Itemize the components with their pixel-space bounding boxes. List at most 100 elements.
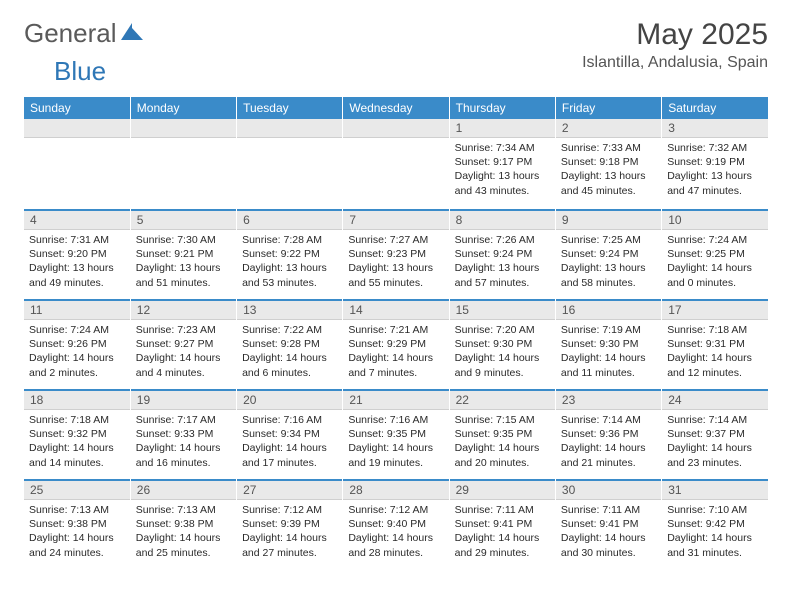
- calendar-row: 11Sunrise: 7:24 AMSunset: 9:26 PMDayligh…: [24, 299, 768, 389]
- day-info: Sunrise: 7:20 AMSunset: 9:30 PMDaylight:…: [450, 320, 555, 383]
- calendar-cell: 28Sunrise: 7:12 AMSunset: 9:40 PMDayligh…: [343, 479, 449, 569]
- calendar-table: SundayMondayTuesdayWednesdayThursdayFrid…: [24, 97, 768, 569]
- calendar-cell: 7Sunrise: 7:27 AMSunset: 9:23 PMDaylight…: [343, 209, 449, 299]
- day-number: 7: [343, 209, 448, 230]
- calendar-cell: [24, 119, 130, 209]
- day-info: Sunrise: 7:32 AMSunset: 9:19 PMDaylight:…: [662, 138, 768, 201]
- day-info: Sunrise: 7:18 AMSunset: 9:31 PMDaylight:…: [662, 320, 768, 383]
- day-number: 27: [237, 479, 342, 500]
- weekday-header: Thursday: [449, 97, 555, 119]
- day-number: 14: [343, 299, 448, 320]
- day-number: 17: [662, 299, 768, 320]
- weekday-header: Sunday: [24, 97, 130, 119]
- day-info: Sunrise: 7:13 AMSunset: 9:38 PMDaylight:…: [24, 500, 130, 563]
- calendar-cell: 26Sunrise: 7:13 AMSunset: 9:38 PMDayligh…: [130, 479, 236, 569]
- weekday-header: Saturday: [662, 97, 768, 119]
- calendar-cell: 21Sunrise: 7:16 AMSunset: 9:35 PMDayligh…: [343, 389, 449, 479]
- day-info: Sunrise: 7:16 AMSunset: 9:34 PMDaylight:…: [237, 410, 342, 473]
- page-subtitle: Islantilla, Andalusia, Spain: [582, 54, 768, 72]
- calendar-cell: 5Sunrise: 7:30 AMSunset: 9:21 PMDaylight…: [130, 209, 236, 299]
- calendar-cell: 12Sunrise: 7:23 AMSunset: 9:27 PMDayligh…: [130, 299, 236, 389]
- calendar-row: 18Sunrise: 7:18 AMSunset: 9:32 PMDayligh…: [24, 389, 768, 479]
- day-number: 30: [556, 479, 661, 500]
- calendar-cell: [343, 119, 449, 209]
- logo-text-general: General: [24, 18, 117, 49]
- calendar-cell: 30Sunrise: 7:11 AMSunset: 9:41 PMDayligh…: [555, 479, 661, 569]
- logo: General: [24, 18, 145, 49]
- day-number: 9: [556, 209, 661, 230]
- day-number-empty: [131, 119, 236, 138]
- calendar-cell: [237, 119, 343, 209]
- day-number: 29: [450, 479, 555, 500]
- calendar-cell: [130, 119, 236, 209]
- day-info: Sunrise: 7:11 AMSunset: 9:41 PMDaylight:…: [450, 500, 555, 563]
- calendar-cell: 27Sunrise: 7:12 AMSunset: 9:39 PMDayligh…: [237, 479, 343, 569]
- day-info: Sunrise: 7:27 AMSunset: 9:23 PMDaylight:…: [343, 230, 448, 293]
- calendar-cell: 18Sunrise: 7:18 AMSunset: 9:32 PMDayligh…: [24, 389, 130, 479]
- day-number: 6: [237, 209, 342, 230]
- page-title: May 2025: [582, 18, 768, 52]
- day-number: 23: [556, 389, 661, 410]
- day-info: Sunrise: 7:14 AMSunset: 9:37 PMDaylight:…: [662, 410, 768, 473]
- day-info: Sunrise: 7:33 AMSunset: 9:18 PMDaylight:…: [556, 138, 661, 201]
- day-info: Sunrise: 7:19 AMSunset: 9:30 PMDaylight:…: [556, 320, 661, 383]
- weekday-header: Tuesday: [237, 97, 343, 119]
- day-number: 3: [662, 119, 768, 138]
- calendar-cell: 15Sunrise: 7:20 AMSunset: 9:30 PMDayligh…: [449, 299, 555, 389]
- day-number: 26: [131, 479, 236, 500]
- day-number: 31: [662, 479, 768, 500]
- calendar-cell: 1Sunrise: 7:34 AMSunset: 9:17 PMDaylight…: [449, 119, 555, 209]
- day-number: 28: [343, 479, 448, 500]
- calendar-body: 1Sunrise: 7:34 AMSunset: 9:17 PMDaylight…: [24, 119, 768, 569]
- calendar-cell: 6Sunrise: 7:28 AMSunset: 9:22 PMDaylight…: [237, 209, 343, 299]
- calendar-cell: 25Sunrise: 7:13 AMSunset: 9:38 PMDayligh…: [24, 479, 130, 569]
- day-info: Sunrise: 7:12 AMSunset: 9:40 PMDaylight:…: [343, 500, 448, 563]
- title-block: May 2025 Islantilla, Andalusia, Spain: [582, 18, 768, 72]
- day-info: Sunrise: 7:31 AMSunset: 9:20 PMDaylight:…: [24, 230, 130, 293]
- day-info: Sunrise: 7:13 AMSunset: 9:38 PMDaylight:…: [131, 500, 236, 563]
- logo-mark-icon: [121, 22, 143, 45]
- calendar-cell: 2Sunrise: 7:33 AMSunset: 9:18 PMDaylight…: [555, 119, 661, 209]
- day-number: 5: [131, 209, 236, 230]
- calendar-cell: 24Sunrise: 7:14 AMSunset: 9:37 PMDayligh…: [662, 389, 768, 479]
- day-info: Sunrise: 7:15 AMSunset: 9:35 PMDaylight:…: [450, 410, 555, 473]
- calendar-cell: 19Sunrise: 7:17 AMSunset: 9:33 PMDayligh…: [130, 389, 236, 479]
- calendar-cell: 8Sunrise: 7:26 AMSunset: 9:24 PMDaylight…: [449, 209, 555, 299]
- day-number: 25: [24, 479, 130, 500]
- calendar-cell: 11Sunrise: 7:24 AMSunset: 9:26 PMDayligh…: [24, 299, 130, 389]
- day-info: Sunrise: 7:12 AMSunset: 9:39 PMDaylight:…: [237, 500, 342, 563]
- day-info: Sunrise: 7:10 AMSunset: 9:42 PMDaylight:…: [662, 500, 768, 563]
- calendar-cell: 22Sunrise: 7:15 AMSunset: 9:35 PMDayligh…: [449, 389, 555, 479]
- day-number: 22: [450, 389, 555, 410]
- day-number: 10: [662, 209, 768, 230]
- day-info: Sunrise: 7:34 AMSunset: 9:17 PMDaylight:…: [450, 138, 555, 201]
- day-info: Sunrise: 7:21 AMSunset: 9:29 PMDaylight:…: [343, 320, 448, 383]
- day-number: 24: [662, 389, 768, 410]
- calendar-cell: 13Sunrise: 7:22 AMSunset: 9:28 PMDayligh…: [237, 299, 343, 389]
- day-info: Sunrise: 7:24 AMSunset: 9:26 PMDaylight:…: [24, 320, 130, 383]
- weekday-header: Wednesday: [343, 97, 449, 119]
- calendar-cell: 10Sunrise: 7:24 AMSunset: 9:25 PMDayligh…: [662, 209, 768, 299]
- day-number: 12: [131, 299, 236, 320]
- day-number-empty: [343, 119, 448, 138]
- day-number: 20: [237, 389, 342, 410]
- day-info: Sunrise: 7:11 AMSunset: 9:41 PMDaylight:…: [556, 500, 661, 563]
- weekday-header: Friday: [555, 97, 661, 119]
- calendar-cell: 16Sunrise: 7:19 AMSunset: 9:30 PMDayligh…: [555, 299, 661, 389]
- day-info: Sunrise: 7:30 AMSunset: 9:21 PMDaylight:…: [131, 230, 236, 293]
- calendar-cell: 3Sunrise: 7:32 AMSunset: 9:19 PMDaylight…: [662, 119, 768, 209]
- day-number: 16: [556, 299, 661, 320]
- day-number: 8: [450, 209, 555, 230]
- day-number-empty: [24, 119, 130, 138]
- day-number: 1: [450, 119, 555, 138]
- day-number: 19: [131, 389, 236, 410]
- day-number: 11: [24, 299, 130, 320]
- day-info: Sunrise: 7:24 AMSunset: 9:25 PMDaylight:…: [662, 230, 768, 293]
- calendar-cell: 17Sunrise: 7:18 AMSunset: 9:31 PMDayligh…: [662, 299, 768, 389]
- day-number: 18: [24, 389, 130, 410]
- day-info: Sunrise: 7:22 AMSunset: 9:28 PMDaylight:…: [237, 320, 342, 383]
- day-info: Sunrise: 7:28 AMSunset: 9:22 PMDaylight:…: [237, 230, 342, 293]
- day-info: Sunrise: 7:18 AMSunset: 9:32 PMDaylight:…: [24, 410, 130, 473]
- day-info: Sunrise: 7:14 AMSunset: 9:36 PMDaylight:…: [556, 410, 661, 473]
- calendar-cell: 14Sunrise: 7:21 AMSunset: 9:29 PMDayligh…: [343, 299, 449, 389]
